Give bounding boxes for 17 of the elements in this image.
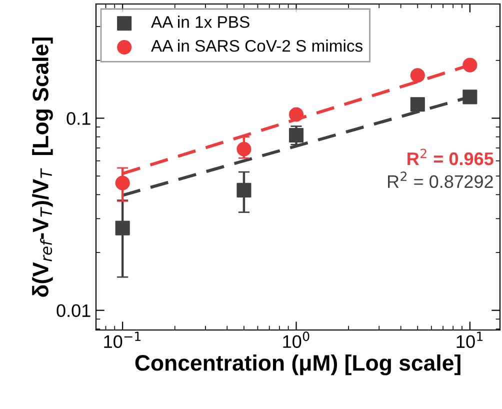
x-tick-label: 10$^{0}$: [283, 332, 310, 348]
legend-label: AA in 1x PBS: [151, 16, 250, 28]
point: [462, 90, 478, 104]
annotation: R$^{2}$ = 0.87292: [388, 172, 493, 188]
point: [288, 107, 304, 122]
point: [462, 58, 478, 72]
x-tick-label: 10$^{1}$: [456, 332, 483, 348]
point: [115, 176, 130, 190]
x-tick-label: 10$^{−1}$: [104, 332, 141, 348]
point: [288, 128, 304, 143]
y-tick-label: 0.01: [56, 304, 90, 318]
x-axis-title: Concentration (μM) [Log scale]: [135, 354, 460, 376]
y-tick-label: 0.1: [66, 112, 90, 125]
legend-label: AA in SARS CoV-2 S mimics: [151, 40, 363, 52]
annotation: R$^{2}$ = 0.965: [408, 148, 494, 166]
point: [115, 220, 130, 236]
y-axis-title: δ(V$_{ref}$-V$_{T}$)/V$_{T}$ [Log Scale]: [32, 38, 53, 297]
